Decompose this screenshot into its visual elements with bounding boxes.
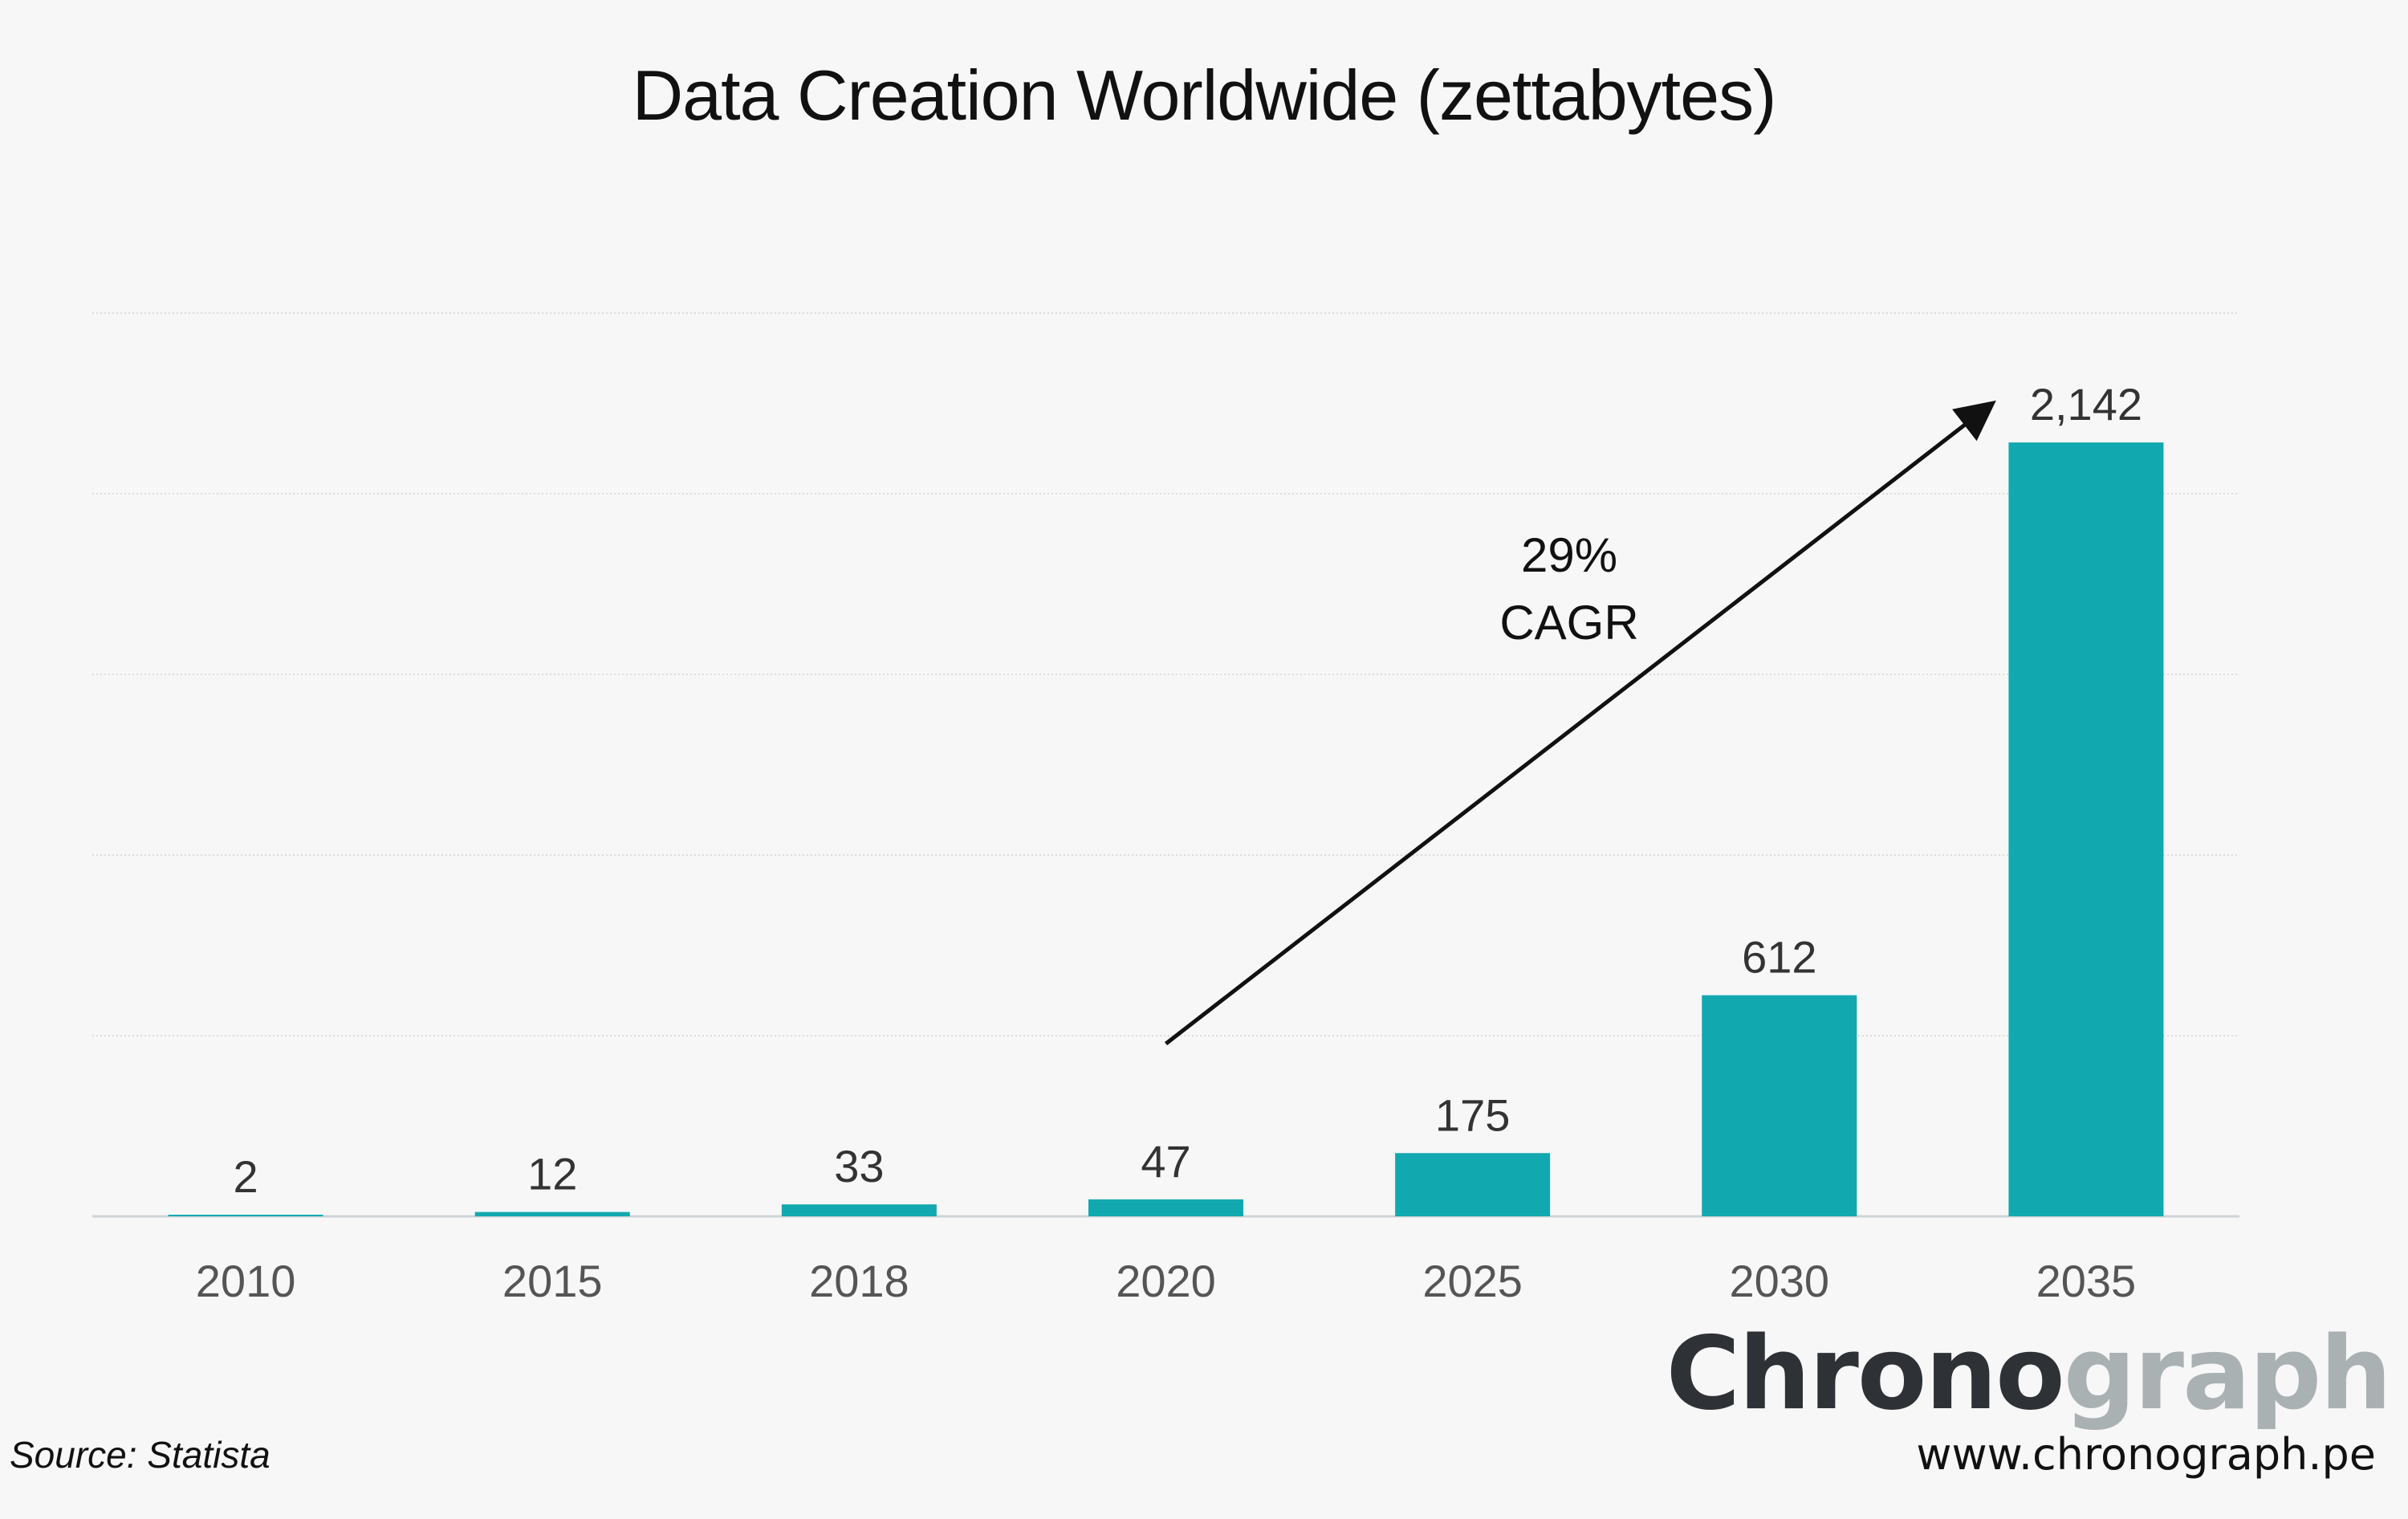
source-note: Source: Statista bbox=[10, 1434, 270, 1476]
cagr-percent: 29% bbox=[1521, 528, 1617, 582]
bar-2025 bbox=[1395, 1153, 1551, 1216]
x-tick-2035: 2035 bbox=[2036, 1256, 2137, 1306]
data-label-2020: 47 bbox=[1141, 1136, 1190, 1187]
bar-2015 bbox=[474, 1212, 630, 1216]
data-label-2030: 612 bbox=[1742, 932, 1816, 983]
logo-text-light: graph bbox=[2063, 1314, 2392, 1432]
x-tick-2030: 2030 bbox=[1729, 1256, 1829, 1306]
x-tick-2018: 2018 bbox=[809, 1256, 909, 1306]
gridlines bbox=[92, 312, 2239, 1218]
cagr-label: CAGR bbox=[1499, 596, 1638, 650]
data-label-2018: 33 bbox=[834, 1141, 884, 1191]
cagr-arrow bbox=[1164, 400, 1996, 1045]
bar-2018 bbox=[781, 1204, 937, 1216]
cagr-annotation: 29% CAGR bbox=[1164, 400, 1996, 1045]
logo-text-dark: Chrono bbox=[1666, 1314, 2065, 1432]
data-labels: 2 12 33 47 175 612 2,142 bbox=[233, 379, 2142, 1202]
data-label-2010: 2 bbox=[233, 1151, 258, 1202]
x-axis-ticks: 2010 2015 2018 2020 2025 2030 2035 bbox=[196, 1256, 2136, 1306]
bars bbox=[168, 442, 2164, 1216]
bar-2030 bbox=[1702, 995, 1857, 1216]
chart-title: Data Creation Worldwide (zettabytes) bbox=[632, 55, 1777, 135]
x-tick-2010: 2010 bbox=[196, 1256, 296, 1306]
data-label-2025: 175 bbox=[1435, 1089, 1510, 1140]
brand-logo: Chronograph bbox=[1666, 1323, 2392, 1424]
x-tick-2015: 2015 bbox=[502, 1256, 603, 1306]
x-tick-2025: 2025 bbox=[1422, 1256, 1523, 1306]
bar-2010 bbox=[168, 1215, 323, 1216]
bar-2020 bbox=[1088, 1199, 1243, 1216]
brand-url: www.chronograph.pe bbox=[1916, 1429, 2376, 1480]
data-label-2015: 12 bbox=[527, 1149, 577, 1199]
data-label-2035: 2,142 bbox=[2030, 379, 2142, 430]
x-tick-2020: 2020 bbox=[1116, 1256, 1216, 1306]
bar-2035 bbox=[2008, 442, 2164, 1216]
